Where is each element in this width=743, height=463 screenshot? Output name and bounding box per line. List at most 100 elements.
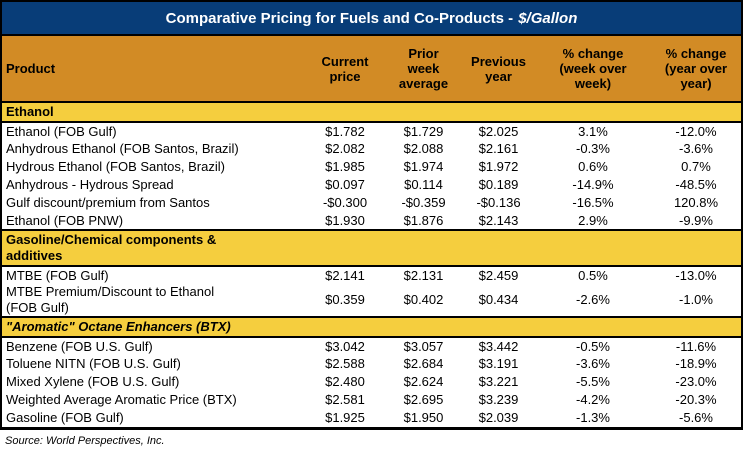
product-cell: Anhydrous - Hydrous Spread xyxy=(6,177,174,192)
product-cell: Toluene NITN (FOB U.S. Gulf) xyxy=(6,356,181,371)
value-cell: -18.9% xyxy=(675,356,717,371)
value-cell: -$0.359 xyxy=(401,195,446,210)
value-cell: $3.042 xyxy=(325,338,365,354)
value-cell: 3.1% xyxy=(578,123,608,139)
value-cell: $2.459 xyxy=(478,267,519,283)
table-row: Benzene (FOB U.S. Gulf) $3.042 $3.057 $3.44… xyxy=(2,337,741,355)
value-cell: $2.082 xyxy=(325,141,365,156)
value-cell: $1.925 xyxy=(325,410,365,425)
section-header-row-1: Gasoline/Chemical components & additives xyxy=(2,229,741,267)
value-cell: -2.6% xyxy=(576,292,610,307)
table-row: Gulf discount/premium from Santos -$0.300… xyxy=(2,194,741,212)
value-cell: $3.239 xyxy=(478,392,519,407)
table-row: Ethanol (FOB PNW) $1.930 $1.876 $2.143 2.9% -… xyxy=(2,212,741,230)
value-cell: $1.985 xyxy=(325,159,365,174)
product-cell: Gasoline (FOB Gulf) xyxy=(6,410,124,425)
product-cell: Gulf discount/premium from Santos xyxy=(6,195,210,210)
value-cell: -0.5% xyxy=(576,338,610,354)
section-header-row-2: "Aromatic" Octane Enhancers (BTX) xyxy=(2,316,741,338)
value-cell: -48.5% xyxy=(675,177,717,192)
value-cell: -3.6% xyxy=(679,141,713,156)
column-header-0: Product xyxy=(2,36,305,103)
value-cell: $2.025 xyxy=(478,123,519,139)
value-cell: $1.876 xyxy=(403,212,444,228)
product-cell: Ethanol (FOB Gulf) xyxy=(6,123,117,139)
section-header: "Aromatic" Octane Enhancers (BTX) xyxy=(2,316,741,338)
product-cell: Anhydrous Ethanol (FOB Santos, Brazil) xyxy=(6,141,239,156)
value-cell: $0.189 xyxy=(478,177,519,192)
value-cell: $3.057 xyxy=(403,338,444,354)
column-header-2: Prior week average xyxy=(385,36,462,103)
pricing-data-grid: Product Current price Prior week average Pr… xyxy=(2,36,741,427)
section-header: Ethanol xyxy=(2,101,741,123)
value-cell: 0.6% xyxy=(578,159,608,174)
value-cell: -3.6% xyxy=(576,356,610,371)
table-row: MTBE Premium/Discount to Ethanol (FOB Gu… xyxy=(2,284,741,317)
value-cell: $1.782 xyxy=(325,123,365,139)
value-cell: -$0.136 xyxy=(476,195,521,210)
value-cell: $2.141 xyxy=(325,267,365,283)
product-cell: Benzene (FOB U.S. Gulf) xyxy=(6,338,153,354)
value-cell: -1.0% xyxy=(679,292,713,307)
value-cell: $1.974 xyxy=(403,159,444,174)
value-cell: $1.729 xyxy=(403,123,444,139)
value-cell: $1.972 xyxy=(478,159,519,174)
value-cell: 0.5% xyxy=(578,267,608,283)
value-cell: $0.097 xyxy=(325,177,365,192)
value-cell: -5.6% xyxy=(679,410,713,425)
value-cell: $2.088 xyxy=(403,141,444,156)
value-cell: $2.684 xyxy=(403,356,444,371)
value-cell: -16.5% xyxy=(572,195,614,210)
table-row: Anhydrous - Hydrous Spread $0.097 $0.114 $0… xyxy=(2,176,741,194)
table-row: Ethanol (FOB Gulf) $1.782 $1.729 $2.025 3.1%… xyxy=(2,122,741,140)
column-header-5: % change (year over year) xyxy=(651,36,741,103)
section-header-row-0: Ethanol xyxy=(2,101,741,123)
product-cell: Ethanol (FOB PNW) xyxy=(6,212,124,228)
value-cell: $3.191 xyxy=(478,356,519,371)
value-cell: $2.131 xyxy=(403,267,444,283)
value-cell: $2.624 xyxy=(403,374,444,389)
column-header-3: Previous year xyxy=(462,36,535,103)
product-cell: MTBE Premium/Discount to Ethanol (FOB Gu… xyxy=(6,284,215,315)
value-cell: $0.434 xyxy=(478,292,519,307)
value-cell: -11.6% xyxy=(675,338,717,354)
value-cell: -1.3% xyxy=(576,410,610,425)
value-cell: $2.588 xyxy=(325,356,365,371)
value-cell: $2.039 xyxy=(478,410,519,425)
product-cell: Mixed Xylene (FOB U.S. Gulf) xyxy=(6,374,180,389)
value-cell: -20.3% xyxy=(675,392,717,407)
value-cell: $2.695 xyxy=(403,392,444,407)
value-cell: -5.5% xyxy=(576,374,610,389)
value-cell: -14.9% xyxy=(572,177,614,192)
value-cell: -12.0% xyxy=(675,123,717,139)
table-row: Toluene NITN (FOB U.S. Gulf) $2.588 $2.684… xyxy=(2,355,741,373)
table-title: Comparative Pricing for Fuels and Co-Pro… xyxy=(165,9,514,27)
pricing-table: Comparative Pricing for Fuels and Co-Pro… xyxy=(0,0,743,430)
value-cell: -0.3% xyxy=(576,141,610,156)
value-cell: $0.359 xyxy=(325,292,365,307)
value-cell: $3.221 xyxy=(478,374,519,389)
value-cell: $2.143 xyxy=(478,212,519,228)
value-cell: $3.442 xyxy=(478,338,519,354)
column-header-1: Current price xyxy=(305,36,385,103)
source-note: Source: World Perspectives, Inc. xyxy=(5,435,165,447)
value-cell: $2.480 xyxy=(325,374,365,389)
column-header-4: % change (week over week) xyxy=(535,36,651,103)
table-title-bar: Comparative Pricing for Fuels and Co-Pro… xyxy=(2,2,741,36)
value-cell: 2.9% xyxy=(578,212,608,228)
value-cell: $2.161 xyxy=(478,141,519,156)
product-cell: Weighted Average Aromatic Price (BTX) xyxy=(6,392,237,407)
table-row: Hydrous Ethanol (FOB Santos, Brazil) $1.9… xyxy=(2,158,741,176)
value-cell: -23.0% xyxy=(675,374,717,389)
value-cell: $0.114 xyxy=(404,177,443,192)
table-row: Mixed Xylene (FOB U.S. Gulf) $2.480 $2.624… xyxy=(2,373,741,391)
section-header: Gasoline/Chemical components & additives xyxy=(2,229,741,267)
column-header-row: Product Current price Prior week average Pr… xyxy=(2,36,741,103)
value-cell: 120.8% xyxy=(673,195,719,210)
value-cell: -9.9% xyxy=(679,212,713,228)
table-row: Anhydrous Ethanol (FOB Santos, Brazil) $2… xyxy=(2,140,741,158)
product-cell: Hydrous Ethanol (FOB Santos, Brazil) xyxy=(6,159,225,174)
value-cell: $1.950 xyxy=(403,410,444,425)
value-cell: $1.930 xyxy=(325,212,365,228)
table-row: Weighted Average Aromatic Price (BTX) $2.… xyxy=(2,391,741,409)
